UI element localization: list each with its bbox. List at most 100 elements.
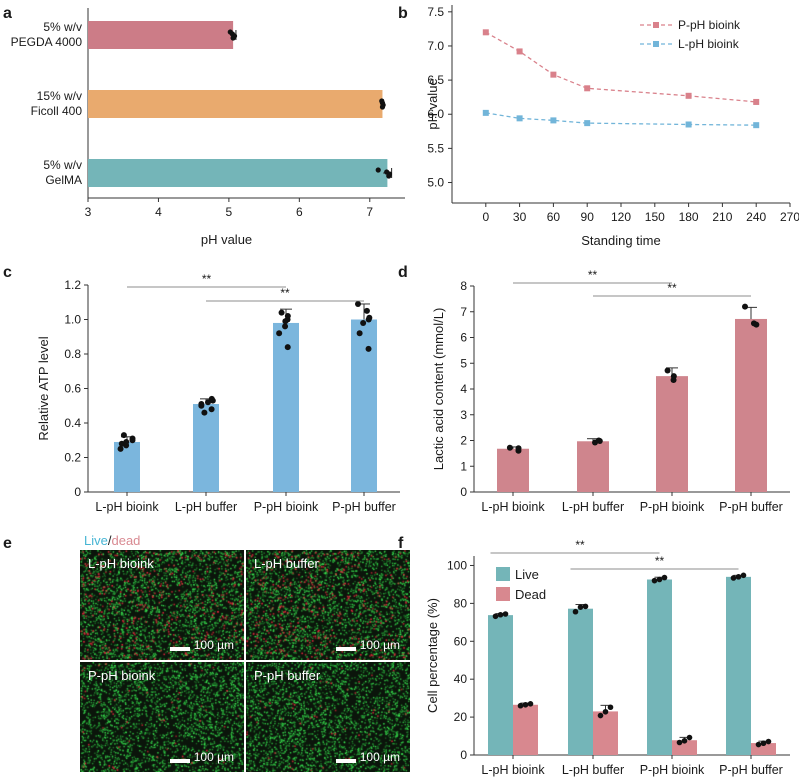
panel-label-c: c xyxy=(3,264,12,281)
y-tick-label: 5.0 xyxy=(427,176,444,190)
data-point xyxy=(670,373,677,380)
x-tick-label: P-pH bioink xyxy=(640,500,705,514)
microscopy-tile-l-ph-buffer: L-pH buffer 100 µm xyxy=(246,550,410,660)
data-point xyxy=(740,572,747,579)
x-tick-label: 270 xyxy=(780,210,799,224)
scale-bar: 100 µm xyxy=(169,638,234,652)
fluorescence-image xyxy=(80,550,244,660)
data-point xyxy=(386,173,392,179)
x-tick-label: 4 xyxy=(155,205,162,219)
series-line xyxy=(485,112,757,126)
scale-bar-label: 100 µm xyxy=(193,638,234,652)
y-tick-label: 20 xyxy=(454,710,468,724)
category-label: GelMA xyxy=(45,173,82,187)
data-point xyxy=(572,608,579,615)
legend-label: Live xyxy=(515,567,539,582)
x-tick-label: P-pH buffer xyxy=(719,500,783,514)
x-tick-label: 5 xyxy=(226,205,233,219)
y-tick-label: 7.0 xyxy=(427,39,444,53)
legend-swatch xyxy=(496,567,510,581)
y-axis-label: Relative ATP level xyxy=(36,336,51,440)
data-point xyxy=(208,395,215,402)
panel-label-f: f xyxy=(398,535,404,552)
significance-label: ** xyxy=(588,268,598,282)
x-tick-label: 90 xyxy=(581,210,595,224)
fluorescence-image xyxy=(80,662,244,772)
y-tick-label: 1 xyxy=(460,459,467,473)
data-point xyxy=(360,319,367,326)
category-label: PEGDA 4000 xyxy=(11,35,83,49)
panel-label-d: d xyxy=(398,264,408,281)
data-point xyxy=(284,313,291,320)
data-point xyxy=(584,85,591,92)
y-tick-label: 0.8 xyxy=(64,347,81,361)
data-point xyxy=(753,98,760,105)
data-point xyxy=(661,574,668,581)
data-point xyxy=(366,314,373,321)
legend-marker xyxy=(653,22,659,28)
data-point xyxy=(363,307,370,314)
bar xyxy=(735,318,767,492)
microscopy-tile-l-ph-bioink: L-pH bioink 100 µm xyxy=(80,550,244,660)
data-point xyxy=(375,167,381,173)
y-tick-label: 3 xyxy=(460,408,467,422)
legend-label: L-pH bioink xyxy=(678,37,740,51)
data-point xyxy=(550,71,557,78)
significance-label: ** xyxy=(280,286,290,300)
category-label: Ficoll 400 xyxy=(31,104,83,118)
data-point xyxy=(765,738,772,745)
tile-label: L-pH buffer xyxy=(254,556,319,571)
y-tick-label: 6.0 xyxy=(427,107,444,121)
x-tick-label: P-pH buffer xyxy=(332,500,396,514)
y-tick-label: 0 xyxy=(74,485,81,499)
microscopy-legend: Live/dead xyxy=(84,533,140,548)
y-tick-label: 1.2 xyxy=(64,278,81,292)
panel-label-b: b xyxy=(398,5,408,22)
legend-label: Dead xyxy=(515,587,546,602)
x-tick-label: 210 xyxy=(712,210,732,224)
data-point xyxy=(355,300,362,307)
data-point xyxy=(685,121,692,128)
scale-bar-line xyxy=(335,759,356,763)
y-tick-label: 7 xyxy=(460,305,467,319)
bar xyxy=(88,90,383,118)
y-tick-label: 0 xyxy=(460,748,467,762)
y-tick-label: 7.5 xyxy=(427,5,444,19)
scale-bar-label: 100 µm xyxy=(359,750,400,764)
y-tick-label: 0 xyxy=(460,485,467,499)
data-point xyxy=(517,702,524,709)
significance-label: ** xyxy=(667,281,677,295)
microscopy-grid: L-pH bioink 100 µm L-pH buffer 100 µm P-… xyxy=(80,550,410,772)
x-axis-label: Standing time xyxy=(581,233,661,248)
legend-marker xyxy=(653,41,659,47)
data-point xyxy=(584,120,591,127)
data-point xyxy=(506,444,513,451)
data-point xyxy=(597,712,604,719)
y-tick-label: 2 xyxy=(460,434,467,448)
category-label: 15% w/v xyxy=(37,89,82,103)
data-point xyxy=(656,576,663,583)
data-point xyxy=(208,406,215,413)
x-tick-label: 180 xyxy=(679,210,699,224)
data-point xyxy=(379,104,386,110)
data-point xyxy=(129,435,136,442)
data-point xyxy=(276,330,283,337)
scale-bar-label: 100 µm xyxy=(359,638,400,652)
data-point xyxy=(516,115,523,122)
y-tick-label: 5 xyxy=(460,356,467,370)
y-tick-label: 0.2 xyxy=(64,451,81,465)
bar xyxy=(193,404,219,492)
bar xyxy=(647,579,672,755)
x-tick-label: P-pH bioink xyxy=(254,500,319,514)
legend-dead-text: dead xyxy=(111,533,141,548)
chart-c: 0 0.2 0.4 0.6 0.8 1.0 1.2 Relative ATP level L-p… xyxy=(36,272,400,514)
data-point xyxy=(282,323,289,330)
data-point xyxy=(482,109,489,116)
y-tick-label: 5.5 xyxy=(427,141,444,155)
microscopy-tile-p-ph-bioink: P-pH bioink 100 µm xyxy=(80,662,244,772)
data-point xyxy=(664,367,671,374)
data-point xyxy=(686,734,693,741)
x-tick-label: 30 xyxy=(513,210,527,224)
x-tick-label: 240 xyxy=(746,210,766,224)
legend-swatch xyxy=(496,587,510,601)
